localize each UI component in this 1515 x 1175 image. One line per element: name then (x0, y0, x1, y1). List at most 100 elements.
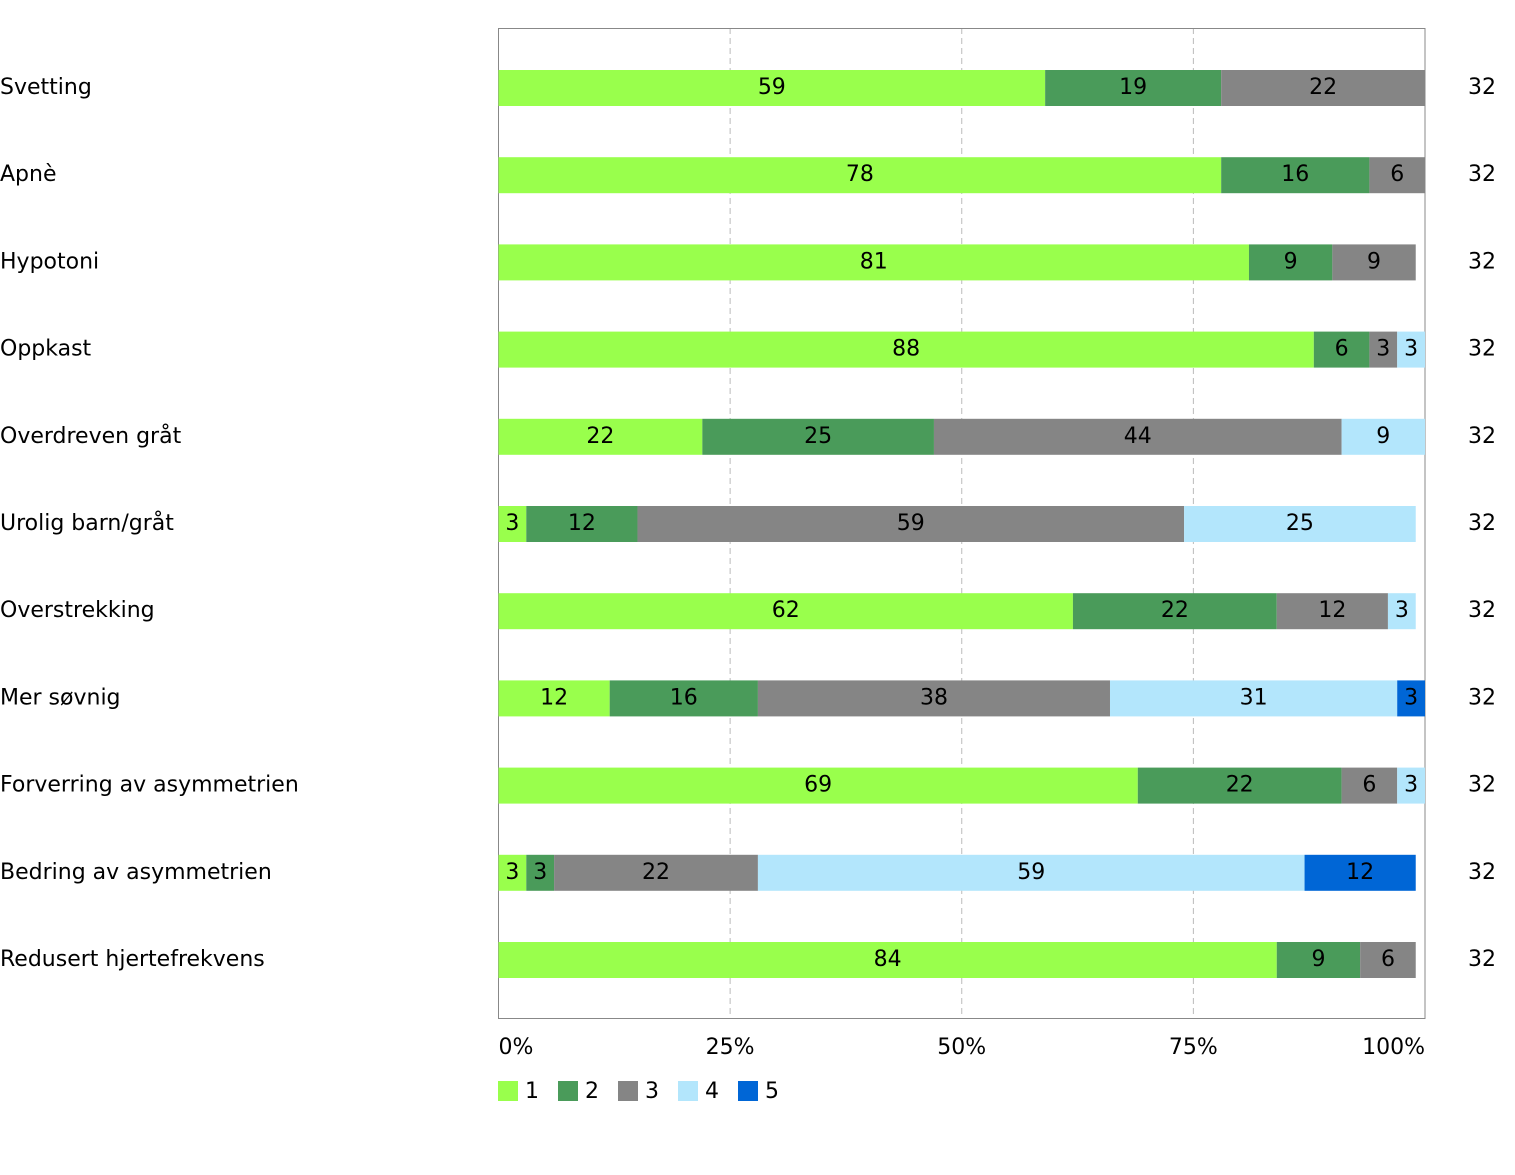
bar-segment (526, 854, 555, 891)
value-label: 9 (1311, 947, 1325, 972)
value-label: 3 (1404, 773, 1418, 798)
value-label: 12 (1318, 598, 1346, 623)
bar-segment (702, 418, 934, 455)
value-label: 12 (568, 511, 596, 536)
total-label: 32 (1468, 75, 1496, 100)
bar-segment (498, 331, 1314, 368)
category-label: Hypotoni (0, 249, 99, 274)
legend-swatch (618, 1081, 638, 1101)
total-label: 32 (1468, 424, 1496, 449)
bar-segment (1045, 70, 1222, 106)
value-label: 3 (1404, 685, 1418, 710)
value-label: 78 (846, 162, 874, 187)
bar-segment (1276, 593, 1388, 630)
category-label: Urolig barn/gråt (0, 510, 174, 536)
legend-label: 2 (585, 1079, 599, 1104)
total-label: 32 (1468, 947, 1496, 972)
value-label: 44 (1124, 424, 1152, 449)
value-label: 81 (860, 249, 888, 274)
total-label: 32 (1468, 337, 1496, 362)
value-label: 62 (772, 598, 800, 623)
x-tick-label: 75% (1169, 1035, 1218, 1060)
bar-segment (1248, 244, 1333, 281)
legend-swatch (558, 1081, 578, 1101)
bar-segment (757, 680, 1110, 717)
bar-segment (498, 157, 1222, 194)
bar-segment (1072, 593, 1277, 630)
category-label: Svetting (0, 75, 92, 100)
value-label: 59 (758, 75, 786, 100)
value-label: 19 (1119, 75, 1147, 100)
bar-segment (498, 680, 610, 717)
value-label: 9 (1284, 249, 1298, 274)
value-label: 59 (897, 511, 925, 536)
bar-segment (498, 854, 527, 891)
bar-segment (1369, 331, 1398, 368)
x-tick-label: 25% (706, 1035, 755, 1060)
bar-segment (1184, 506, 1416, 542)
bar-segment (498, 506, 527, 542)
value-label: 31 (1240, 685, 1268, 710)
value-label: 25 (804, 424, 832, 449)
bar-segment (1304, 854, 1416, 891)
legend-label: 3 (645, 1079, 659, 1104)
total-label: 32 (1468, 685, 1496, 710)
bar-segment (1397, 767, 1425, 804)
value-label: 3 (505, 860, 519, 885)
legend-label: 5 (765, 1079, 779, 1104)
total-label: 32 (1468, 249, 1496, 274)
value-label: 25 (1286, 511, 1314, 536)
bar-segment (1137, 767, 1342, 804)
category-label: Oppkast (0, 337, 92, 362)
bar-segment (1341, 767, 1398, 804)
bar-segment (757, 854, 1305, 891)
value-label: 38 (920, 685, 948, 710)
bar-segment (554, 854, 758, 891)
category-label: Bedring av asymmetrien (0, 860, 272, 885)
legend-label: 1 (525, 1079, 539, 1104)
x-tick-label: 100% (1362, 1035, 1425, 1060)
total-label: 32 (1468, 511, 1496, 536)
value-label: 6 (1381, 947, 1395, 972)
bar-segment (1341, 418, 1425, 455)
value-label: 3 (505, 511, 519, 536)
bar-segment (1397, 331, 1425, 368)
value-label: 22 (1161, 598, 1189, 623)
value-label: 9 (1367, 249, 1381, 274)
bar-segment (1313, 331, 1370, 368)
legend-swatch (498, 1081, 518, 1101)
value-label: 3 (533, 860, 547, 885)
value-label: 6 (1362, 773, 1376, 798)
bar-segment (1109, 680, 1398, 717)
bar-segment (498, 244, 1249, 281)
value-label: 88 (892, 337, 920, 362)
total-label: 32 (1468, 162, 1496, 187)
bar-segment (498, 942, 1277, 978)
total-label: 32 (1468, 860, 1496, 885)
legend-label: 4 (705, 1079, 719, 1104)
value-label: 16 (670, 685, 698, 710)
total-label: 32 (1468, 773, 1496, 798)
bar-segment (1387, 593, 1416, 630)
bar-segment (1221, 70, 1425, 106)
bar-segment (498, 418, 703, 455)
bar-segment (933, 418, 1342, 455)
total-label: 32 (1468, 598, 1496, 623)
value-label: 12 (1346, 860, 1374, 885)
category-label: Mer søvnig (0, 685, 121, 710)
value-label: 6 (1335, 337, 1349, 362)
category-label: Overdreven gråt (0, 423, 182, 449)
x-tick-label: 0% (499, 1035, 534, 1060)
bar-segment (526, 506, 638, 542)
bar-segment (498, 593, 1073, 630)
category-label: Overstrekking (0, 598, 155, 623)
value-label: 6 (1390, 162, 1404, 187)
value-label: 3 (1404, 337, 1418, 362)
value-label: 16 (1281, 162, 1309, 187)
value-label: 22 (1309, 75, 1337, 100)
bar-segment (1276, 942, 1361, 978)
bar-segment (498, 767, 1138, 804)
value-label: 69 (804, 773, 832, 798)
bar-segment (637, 506, 1185, 542)
